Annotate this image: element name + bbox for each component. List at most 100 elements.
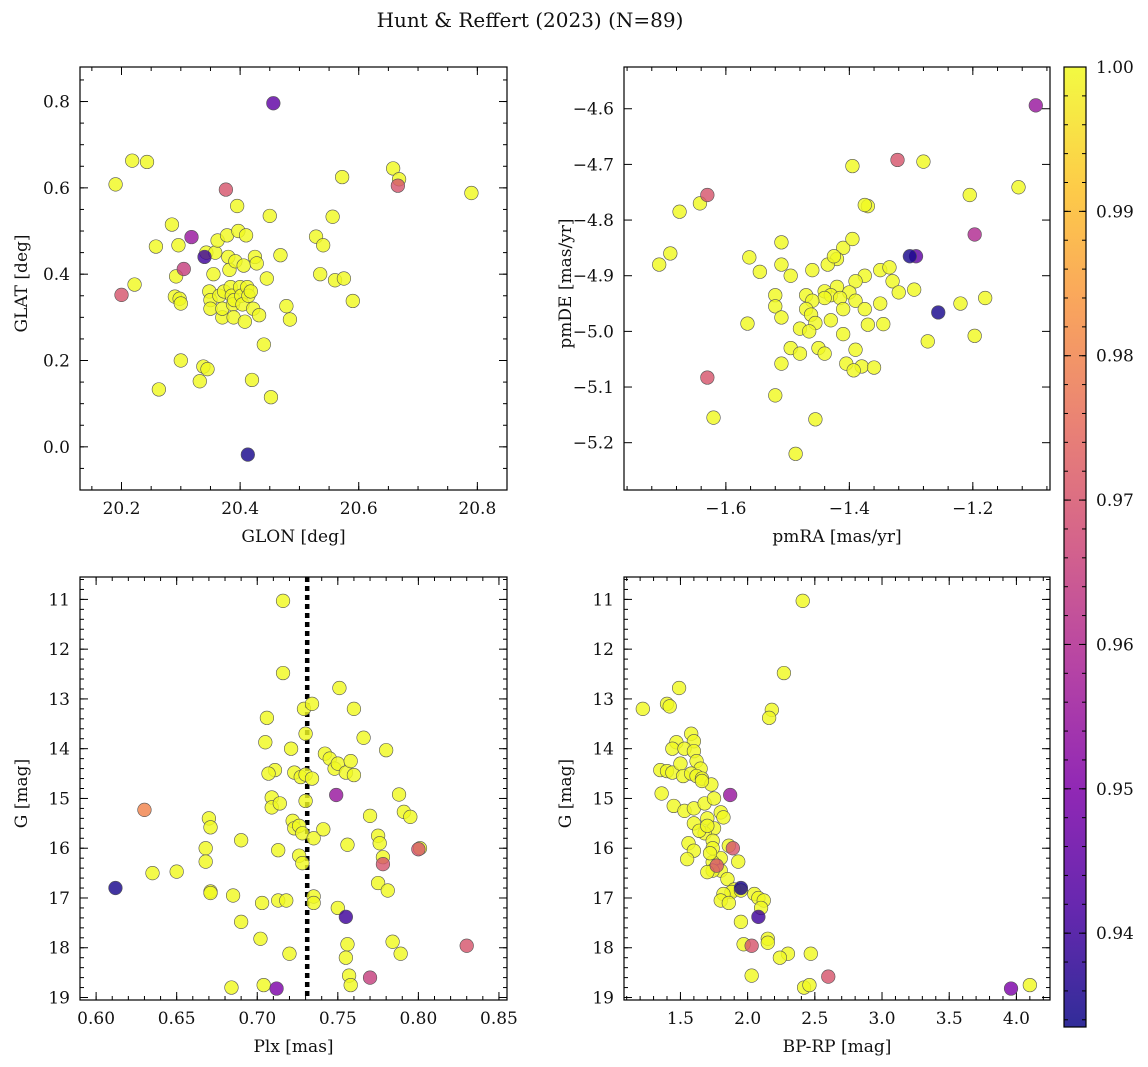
data-point (379, 743, 394, 758)
data-point (706, 410, 721, 425)
x-tick-label: 0.80 (399, 1009, 437, 1029)
y-tick-label: 17 (48, 889, 70, 909)
data-point (725, 841, 740, 856)
y-tick-label: 14 (48, 740, 70, 760)
data-point (774, 310, 789, 325)
x-tick-label: 3.0 (868, 1009, 895, 1029)
data-point (362, 970, 378, 985)
data-point (198, 841, 213, 856)
x-tick-label: 0.60 (77, 1009, 115, 1029)
y-tick-label: 15 (48, 789, 70, 809)
data-point (258, 735, 273, 750)
data-point (249, 256, 264, 271)
panel-plx-g: 0.60 0.65 0.70 0.75 0.80 0.85 11 12 13 14 15 16 17 18… (12, 576, 518, 1057)
data-point (772, 950, 787, 965)
panel-bprp-g: 1.5 2.0 2.5 3.0 3.5 4.0 11 12 13 14 15 16 17 18 19 BP-R… (556, 576, 1051, 1057)
data-point (962, 187, 977, 203)
data-point (313, 267, 328, 282)
data-point (768, 388, 783, 403)
data-point (768, 299, 783, 314)
data-point (380, 883, 395, 898)
data-point (236, 258, 251, 273)
data-point (665, 741, 680, 756)
data-point (902, 249, 917, 264)
data-point (845, 158, 860, 174)
x-tick-label: 20.4 (221, 499, 259, 519)
data-point (272, 796, 287, 811)
data-point (197, 249, 212, 265)
data-point (343, 754, 358, 769)
y-tick-label: 16 (592, 839, 614, 859)
data-point (275, 593, 291, 608)
data-point (304, 696, 320, 712)
plot-background (80, 577, 507, 1000)
y-axis-label: G [mag] (556, 759, 576, 828)
data-point (108, 177, 123, 192)
x-tick-label: 0.65 (158, 1009, 196, 1029)
y-tick-label: 18 (48, 939, 70, 959)
data-point (760, 935, 775, 950)
plot-frame (623, 66, 1051, 491)
data-point (774, 257, 789, 272)
y-tick-label: 16 (48, 839, 70, 859)
data-point (346, 701, 362, 716)
data-point (346, 767, 362, 783)
data-point (370, 875, 386, 891)
data-point (200, 362, 215, 377)
data-point (671, 680, 687, 696)
y-tick-label: −5.0 (573, 322, 614, 342)
data-point (873, 296, 888, 311)
data-point (282, 312, 298, 327)
data-point (362, 808, 378, 823)
data-point (316, 238, 331, 253)
colorbar-tick-label: 0.98 (1096, 347, 1134, 367)
x-tick-label: 20.2 (103, 499, 141, 519)
plot-background (80, 67, 507, 490)
plot-frame (79, 576, 508, 1001)
data-point (237, 314, 252, 329)
data-point (857, 197, 872, 213)
data-point (920, 334, 935, 349)
data-point (788, 446, 803, 461)
data-point (279, 893, 294, 908)
data-point (273, 248, 288, 263)
data-point (654, 786, 669, 801)
data-point (263, 390, 279, 405)
data-point (673, 756, 688, 771)
data-point (848, 293, 863, 308)
data-point (173, 296, 188, 311)
data-point (792, 346, 808, 361)
data-point (845, 231, 860, 247)
data-point (680, 852, 695, 867)
data-point (151, 382, 166, 397)
data-point (316, 822, 331, 837)
data-point (171, 238, 186, 253)
colorbar-tick-label: 0.97 (1096, 491, 1134, 511)
y-tick-label: 12 (48, 640, 70, 660)
colorbar-tick-label: 1.00 (1096, 58, 1134, 78)
data-point (817, 346, 832, 361)
data-point (857, 302, 872, 317)
data-point (762, 710, 777, 725)
data-point (805, 263, 820, 278)
data-point (774, 235, 789, 250)
x-tick-label: 20.8 (458, 499, 496, 519)
data-point (652, 257, 667, 272)
data-point (953, 296, 968, 311)
data-point (238, 228, 254, 243)
data-point (823, 313, 838, 328)
data-point (1022, 977, 1037, 993)
data-point (343, 977, 358, 993)
data-point (259, 271, 274, 286)
x-tick-label: 3.5 (936, 1009, 963, 1029)
data-point (731, 854, 746, 869)
data-point (306, 831, 321, 846)
y-tick-label: 0.8 (43, 93, 70, 113)
colorbar-tick-label: 0.99 (1096, 202, 1134, 222)
data-point (783, 268, 798, 283)
data-point (225, 888, 241, 903)
y-tick-label: 11 (48, 590, 70, 610)
y-tick-label: 18 (592, 939, 614, 959)
data-point (240, 447, 255, 462)
